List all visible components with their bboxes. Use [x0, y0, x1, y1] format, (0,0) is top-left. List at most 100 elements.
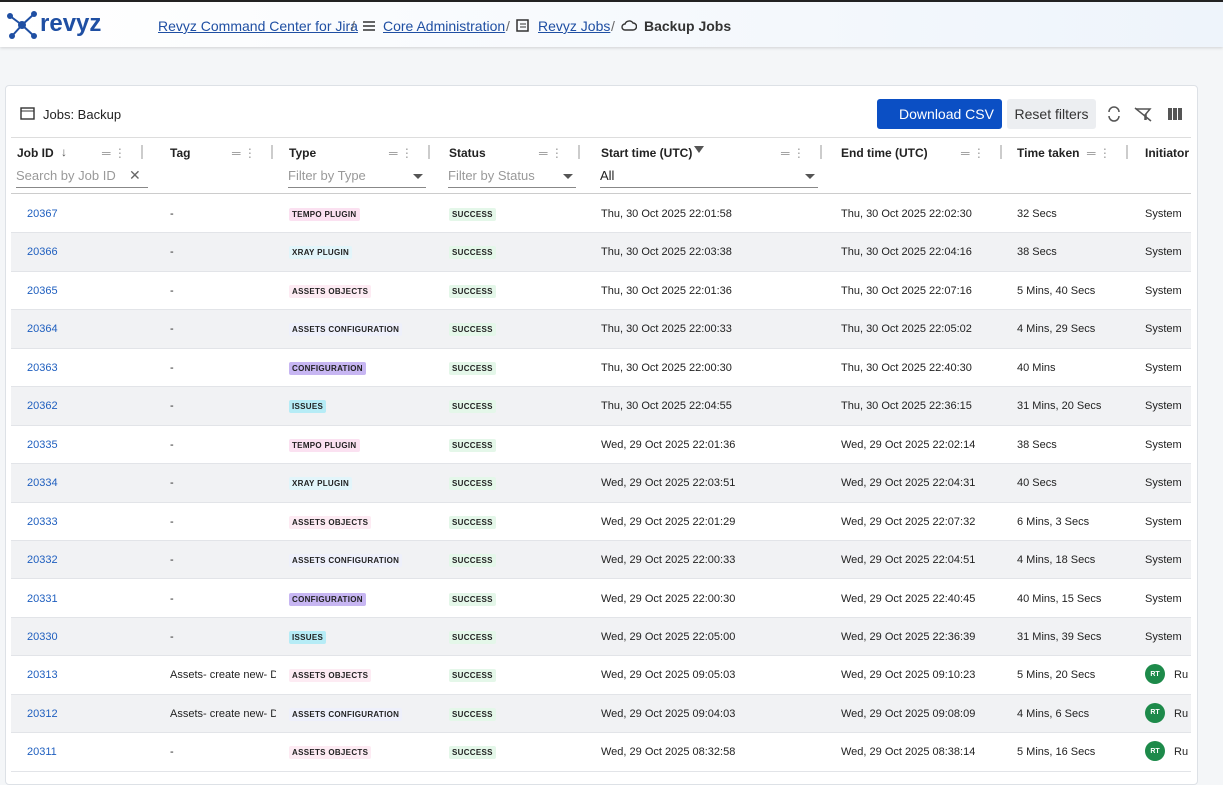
column-header[interactable]: Job ID — [17, 146, 54, 160]
filter-icon — [694, 146, 704, 153]
column-menu: ═ ⋮ — [781, 146, 805, 160]
initiator: System — [1145, 323, 1182, 335]
tag: - — [170, 285, 174, 297]
time-taken: 32 Secs — [1017, 208, 1057, 220]
job-id-link[interactable]: 20330 — [27, 631, 58, 643]
reset-button[interactable]: Reset filters — [1007, 99, 1096, 129]
tag: - — [170, 439, 174, 451]
table-row: 20366-XRAY PLUGINSUCCESSThu, 30 Oct 2025… — [11, 233, 1191, 271]
status-badge: SUCCESS — [449, 323, 496, 336]
initiator: System — [1145, 477, 1182, 489]
job-id-link[interactable]: 20313 — [27, 669, 58, 681]
breadcrumb-link[interactable]: Revyz Jobs — [538, 18, 610, 34]
job-id-link[interactable]: 20364 — [27, 323, 58, 335]
start-time: Wed, 29 Oct 2025 22:01:36 — [601, 439, 735, 451]
type-badge: ASSETS OBJECTS — [289, 516, 371, 529]
initiator: System — [1145, 631, 1182, 643]
filter-input[interactable]: Filter by Type — [288, 168, 426, 188]
status-badge: SUCCESS — [449, 400, 496, 413]
time-taken: 5 Mins, 16 Secs — [1017, 746, 1095, 758]
dropdown-arrow — [805, 174, 815, 179]
end-time: Wed, 29 Oct 2025 22:04:31 — [841, 477, 975, 489]
dropdown-arrow — [563, 174, 573, 179]
time-taken: 4 Mins, 6 Secs — [1017, 708, 1089, 720]
job-id-link[interactable]: 20332 — [27, 554, 58, 566]
column-header[interactable]: End time (UTC) — [841, 146, 928, 160]
type-badge: TEMPO PLUGIN — [289, 208, 360, 221]
end-time: Thu, 30 Oct 2025 22:36:15 — [841, 400, 972, 412]
separator: / — [351, 18, 355, 34]
column-header[interactable]: Type — [289, 146, 316, 160]
column-header[interactable]: Tag — [170, 146, 190, 160]
breadcrumb-link[interactable]: Revyz Command Center for Jira — [158, 18, 358, 34]
download-button[interactable]: Download CSV — [877, 99, 1002, 129]
status-badge: SUCCESS — [449, 362, 496, 375]
time-taken: 4 Mins, 18 Secs — [1017, 554, 1095, 566]
initiator: Ru — [1174, 708, 1188, 720]
column-menu: ═ ⋮ — [539, 146, 563, 160]
job-id-link[interactable]: 20333 — [27, 516, 58, 528]
job-id-link[interactable]: 20363 — [27, 362, 58, 374]
end-time: Wed, 29 Oct 2025 09:10:23 — [841, 669, 975, 681]
button-label: Reset filters — [1015, 106, 1089, 122]
job-id-link[interactable]: 20334 — [27, 477, 58, 489]
status-badge: SUCCESS — [449, 208, 496, 221]
tag: - — [170, 246, 174, 258]
status-badge: SUCCESS — [449, 708, 496, 721]
column-menu: ═ ⋮ — [1087, 146, 1111, 160]
job-id-link[interactable]: 20365 — [27, 285, 58, 297]
initiator: System — [1145, 554, 1182, 566]
end-time: Thu, 30 Oct 2025 22:07:16 — [841, 285, 972, 297]
filter-input[interactable]: Filter by Status — [448, 168, 576, 188]
column-divider — [428, 145, 430, 159]
toolbar-icons — [1106, 106, 1186, 122]
tag: - — [170, 746, 174, 758]
start-time: Wed, 29 Oct 2025 08:32:58 — [601, 746, 735, 758]
column-menu: ═ ⋮ — [961, 146, 985, 160]
job-id-link[interactable]: 20367 — [27, 208, 58, 220]
job-id-link[interactable]: 20311 — [27, 746, 57, 758]
type-badge: XRAY PLUGIN — [289, 477, 352, 490]
column-header[interactable]: Status — [449, 146, 486, 160]
job-id-link[interactable]: 20335 — [27, 439, 58, 451]
time-taken: 40 Secs — [1017, 477, 1057, 489]
end-time: Thu, 30 Oct 2025 22:05:02 — [841, 323, 972, 335]
type-badge: ASSETS OBJECTS — [289, 669, 371, 682]
tag: - — [170, 400, 174, 412]
column-header[interactable]: Time taken — [1017, 146, 1079, 160]
type-badge: ISSUES — [289, 400, 326, 413]
clear-icon: ✕ — [129, 167, 141, 184]
sort-icon: ↓ — [61, 145, 67, 159]
panel-icon — [20, 107, 35, 120]
job-id-link[interactable]: 20362 — [27, 400, 58, 412]
filter-input[interactable]: All — [600, 168, 818, 188]
table-row: 20311-ASSETS OBJECTSSUCCESSWed, 29 Oct 2… — [11, 733, 1191, 771]
status-badge: SUCCESS — [449, 593, 496, 606]
start-time: Thu, 30 Oct 2025 22:00:30 — [601, 362, 732, 374]
start-time: Wed, 29 Oct 2025 22:03:51 — [601, 477, 735, 489]
table-row: 20362 - ISSUES SUCCESS Thu, 30 Oct 2025 22:0… — [11, 387, 1191, 425]
type-badge: ASSETS OBJECTS — [289, 285, 371, 298]
start-time: Thu, 30 Oct 2025 22:00:33 — [601, 323, 732, 335]
icon — [516, 19, 529, 32]
type-badge: XRAY PLUGIN — [289, 246, 352, 259]
job-id-link[interactable]: 20331 — [27, 593, 58, 605]
job-id-link[interactable]: 20366 — [27, 246, 58, 258]
status-badge: SUCCESS — [449, 631, 496, 644]
status-badge: SUCCESS — [449, 477, 496, 490]
column-divider — [820, 145, 822, 159]
table-row: 20365-ASSETS OBJECTSSUCCESSThu, 30 Oct 2… — [11, 272, 1191, 310]
time-taken: 31 Mins, 20 Secs — [1017, 400, 1101, 412]
table-row: 20335-TEMPO PLUGINSUCCESSWed, 29 Oct 202… — [11, 426, 1191, 464]
breadcrumb-link[interactable]: Core Administration — [383, 18, 505, 34]
column-header[interactable]: Initiator — [1145, 146, 1189, 160]
table-row: 20363-CONFIGURATIONSUCCESSThu, 30 Oct 20… — [11, 349, 1191, 387]
start-time: Thu, 30 Oct 2025 22:04:55 — [601, 400, 732, 412]
dropdown-arrow — [413, 174, 423, 179]
tag: - — [170, 631, 174, 643]
job-id-link[interactable]: 20312 — [27, 708, 58, 720]
time-taken: 38 Secs — [1017, 246, 1057, 258]
time-taken: 6 Mins, 3 Secs — [1017, 516, 1089, 528]
end-time: Thu, 30 Oct 2025 22:04:16 — [841, 246, 972, 258]
column-header[interactable]: Start time (UTC) — [601, 146, 692, 160]
